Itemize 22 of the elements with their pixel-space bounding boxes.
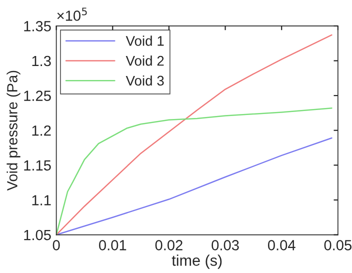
y-tick-label: 1.3 (32, 56, 51, 66)
x-tick-label: 0 (52, 240, 60, 250)
y-tick-label: 1.25 (24, 90, 51, 101)
x-tick-label: 0.05 (324, 240, 352, 250)
y-tick-label: 1.1 (32, 195, 51, 206)
x-axis-title: time (s) (172, 254, 222, 269)
legend-label: Void 1 (126, 36, 164, 46)
x-tick-label: 0.04 (268, 240, 296, 250)
legend-label: Void 2 (126, 56, 164, 66)
line-series (56, 34, 332, 235)
x-tick-label: 0.02 (155, 240, 182, 250)
x-tick-label: 0.03 (212, 240, 239, 250)
line-series (56, 137, 332, 235)
y-tick-label: 1.2 (32, 125, 51, 136)
x-tick-label: 0.01 (99, 240, 126, 250)
text: ×10$^{5}$ (57, 8, 87, 21)
line-series (56, 107, 332, 235)
legend-label: Void 3 (126, 75, 164, 86)
y-axis-title: Void pressure (Pa) (6, 70, 20, 191)
y-tick-label: 1.15 (24, 160, 51, 171)
y-tick-label: 1.05 (24, 230, 51, 240)
y-tick-label: 1.35 (24, 21, 51, 32)
